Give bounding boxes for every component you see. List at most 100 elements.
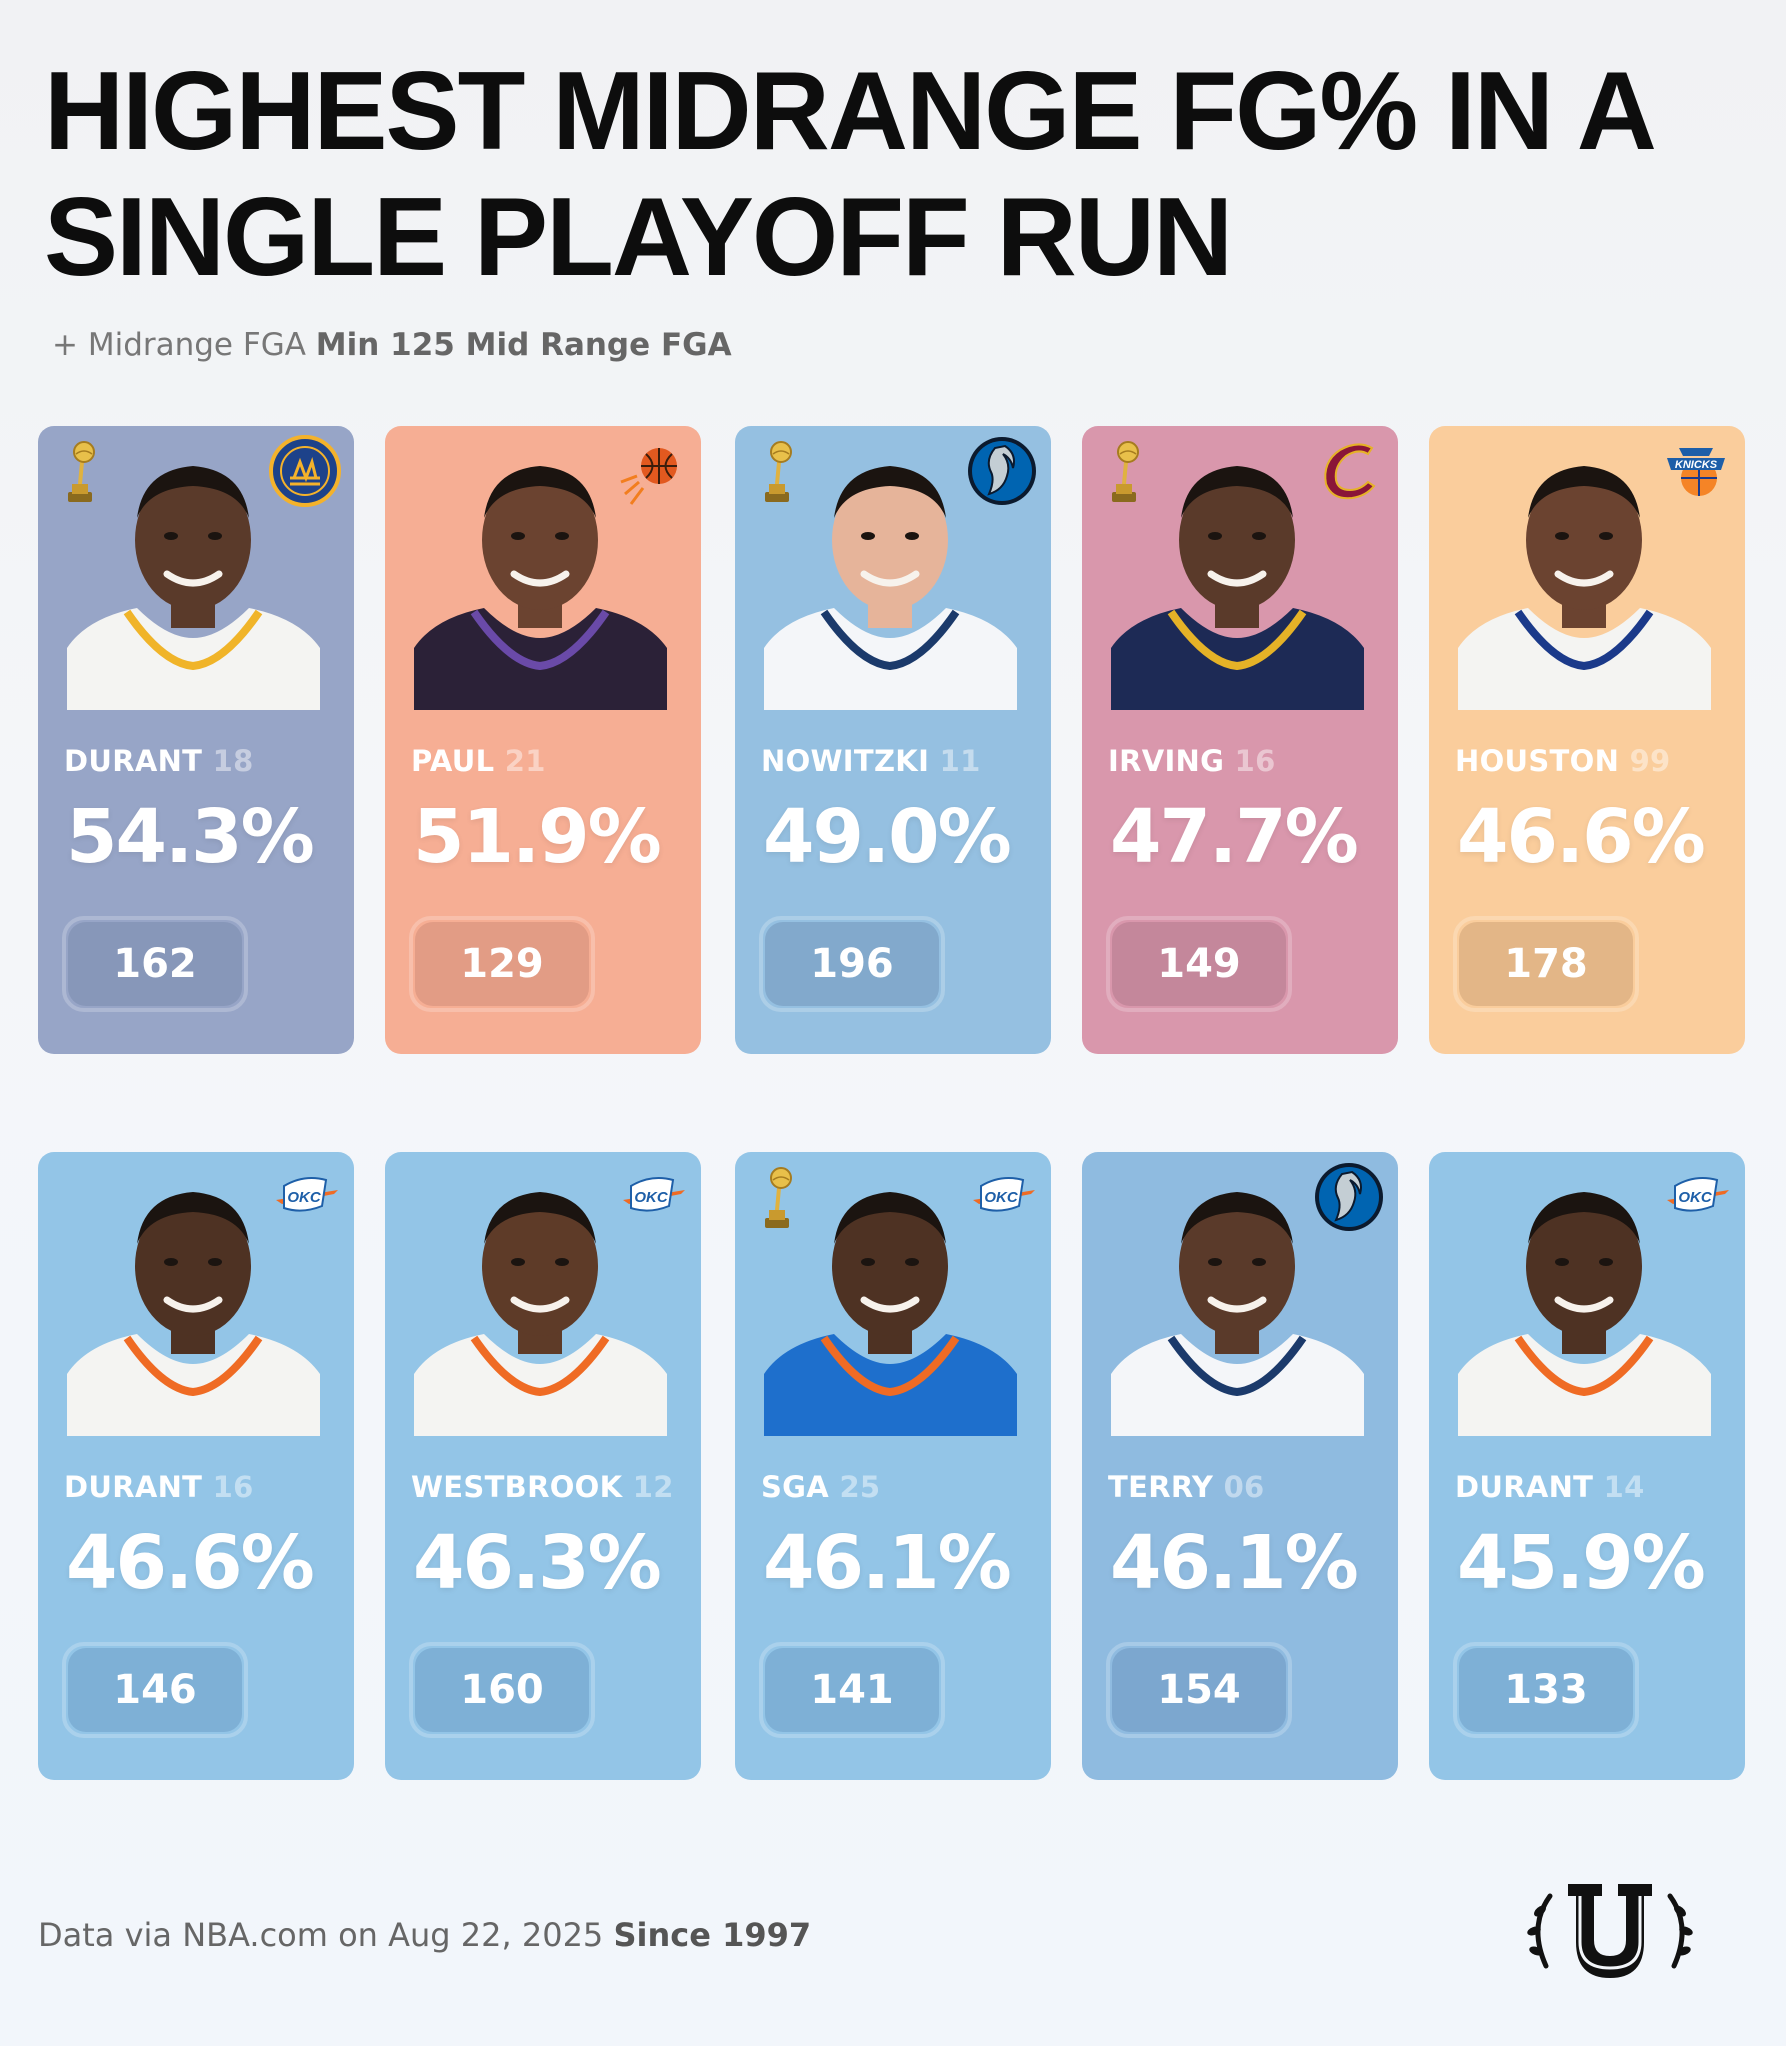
player-name: NOWITZKI 11 xyxy=(761,744,981,778)
knicks-logo-icon: KNICKS xyxy=(1659,434,1733,508)
player-last-name: WESTBROOK xyxy=(411,1470,623,1504)
midrange-fga-value: 196 xyxy=(765,922,939,1006)
thunder-logo-icon: OKC xyxy=(615,1160,689,1234)
midrange-fg-percent: 46.3% xyxy=(413,1520,662,1606)
playoff-season: 25 xyxy=(839,1470,881,1504)
warriors-logo-icon xyxy=(268,434,342,508)
midrange-fga-badge: 141 xyxy=(759,1642,945,1738)
player-name: TERRY 06 xyxy=(1108,1470,1265,1504)
player-last-name: TERRY xyxy=(1108,1470,1214,1504)
playoff-season: 11 xyxy=(939,744,981,778)
player-last-name: SGA xyxy=(761,1470,830,1504)
midrange-fga-badge: 129 xyxy=(409,916,595,1012)
player-card: OKC WESTBROOK 12 46.3% 160 xyxy=(385,1152,701,1780)
playoff-season: 14 xyxy=(1603,1470,1645,1504)
player-last-name: DURANT xyxy=(64,1470,203,1504)
subtitle-prefix: + Midrange FGA xyxy=(52,327,306,363)
player-grid: DURANT 18 54.3% 162 PAUL 21 51.9% 129 NOWITZKI… xyxy=(38,426,1748,1784)
footer-source: Data via NBA.com on Aug 22, 2025 Since 1… xyxy=(38,1916,811,1954)
svg-text:OKC: OKC xyxy=(634,1189,669,1206)
player-name: DURANT 16 xyxy=(64,1470,254,1504)
midrange-fg-percent: 46.6% xyxy=(1457,794,1706,880)
suns-logo-icon xyxy=(615,434,689,508)
mavericks-logo-icon xyxy=(1312,1160,1386,1234)
player-name: HOUSTON 99 xyxy=(1455,744,1671,778)
player-last-name: PAUL xyxy=(411,744,495,778)
midrange-fga-value: 141 xyxy=(765,1648,939,1732)
source-text: Data via NBA.com on Aug 22, 2025 xyxy=(38,1916,604,1954)
championship-trophy-icon xyxy=(58,436,102,508)
player-last-name: HOUSTON xyxy=(1455,744,1620,778)
playoff-season: 16 xyxy=(1234,744,1276,778)
player-headshot xyxy=(764,1174,1017,1436)
subtitle-min-attempts: Min 125 Mid Range FGA xyxy=(315,327,732,363)
cavaliers-logo-icon xyxy=(1312,434,1386,508)
championship-trophy-icon xyxy=(755,436,799,508)
midrange-fga-badge: 146 xyxy=(62,1642,248,1738)
playoff-season: 12 xyxy=(632,1470,674,1504)
player-headshot xyxy=(1458,1174,1711,1436)
thunder-logo-icon: OKC xyxy=(1659,1160,1733,1234)
midrange-fga-badge: 178 xyxy=(1453,916,1639,1012)
midrange-fg-percent: 45.9% xyxy=(1457,1520,1706,1606)
midrange-fga-value: 133 xyxy=(1459,1648,1633,1732)
player-card: IRVING 16 47.7% 149 xyxy=(1082,426,1398,1054)
brand-logo-icon xyxy=(1527,1884,1693,1978)
midrange-fg-percent: 46.1% xyxy=(763,1520,1012,1606)
player-headshot xyxy=(414,1174,667,1436)
player-name: IRVING 16 xyxy=(1108,744,1276,778)
player-headshot xyxy=(414,448,667,710)
player-card: OKC DURANT 14 45.9% 133 xyxy=(1429,1152,1745,1780)
svg-text:OKC: OKC xyxy=(287,1189,322,1206)
player-last-name: DURANT xyxy=(64,744,203,778)
midrange-fga-badge: 133 xyxy=(1453,1642,1639,1738)
mavericks-logo-icon xyxy=(965,434,1039,508)
player-card: KNICKS HOUSTON 99 46.6% 178 xyxy=(1429,426,1745,1054)
player-last-name: NOWITZKI xyxy=(761,744,930,778)
midrange-fg-percent: 47.7% xyxy=(1110,794,1359,880)
playoff-season: 18 xyxy=(212,744,254,778)
player-headshot xyxy=(1111,1174,1364,1436)
player-card: OKC SGA 25 46.1% 141 xyxy=(735,1152,1051,1780)
svg-text:OKC: OKC xyxy=(1678,1189,1713,1206)
page-title: HIGHEST MIDRANGE FG% IN A SINGLE PLAYOFF… xyxy=(44,49,1653,299)
player-card: OKC DURANT 16 46.6% 146 xyxy=(38,1152,354,1780)
midrange-fga-value: 160 xyxy=(415,1648,589,1732)
thunder-logo-icon: OKC xyxy=(268,1160,342,1234)
midrange-fga-badge: 149 xyxy=(1106,916,1292,1012)
player-name: PAUL 21 xyxy=(411,744,546,778)
midrange-fg-percent: 46.6% xyxy=(66,1520,315,1606)
player-card: TERRY 06 46.1% 154 xyxy=(1082,1152,1398,1780)
midrange-fga-value: 178 xyxy=(1459,922,1633,1006)
midrange-fga-value: 162 xyxy=(68,922,242,1006)
midrange-fg-percent: 46.1% xyxy=(1110,1520,1359,1606)
midrange-fga-value: 154 xyxy=(1112,1648,1286,1732)
player-name: DURANT 18 xyxy=(64,744,254,778)
midrange-fga-value: 149 xyxy=(1112,922,1286,1006)
championship-trophy-icon xyxy=(755,1162,799,1234)
playoff-season: 99 xyxy=(1629,744,1671,778)
player-last-name: DURANT xyxy=(1455,1470,1594,1504)
player-headshot xyxy=(67,448,320,710)
midrange-fga-badge: 162 xyxy=(62,916,248,1012)
player-headshot xyxy=(1458,448,1711,710)
thunder-logo-icon: OKC xyxy=(965,1160,1039,1234)
midrange-fga-badge: 196 xyxy=(759,916,945,1012)
midrange-fga-badge: 160 xyxy=(409,1642,595,1738)
subtitle: + Midrange FGA Min 125 Mid Range FGA xyxy=(52,327,732,363)
midrange-fg-percent: 49.0% xyxy=(763,794,1012,880)
playoff-season: 21 xyxy=(504,744,546,778)
midrange-fga-value: 146 xyxy=(68,1648,242,1732)
player-card: NOWITZKI 11 49.0% 196 xyxy=(735,426,1051,1054)
player-name: SGA 25 xyxy=(761,1470,880,1504)
playoff-season: 06 xyxy=(1223,1470,1265,1504)
svg-text:KNICKS: KNICKS xyxy=(1675,459,1718,471)
player-name: WESTBROOK 12 xyxy=(411,1470,674,1504)
player-card: PAUL 21 51.9% 129 xyxy=(385,426,701,1054)
midrange-fga-badge: 154 xyxy=(1106,1642,1292,1738)
since-text: Since 1997 xyxy=(613,1916,812,1954)
player-last-name: IRVING xyxy=(1108,744,1225,778)
midrange-fg-percent: 51.9% xyxy=(413,794,662,880)
player-headshot xyxy=(67,1174,320,1436)
player-name: DURANT 14 xyxy=(1455,1470,1645,1504)
